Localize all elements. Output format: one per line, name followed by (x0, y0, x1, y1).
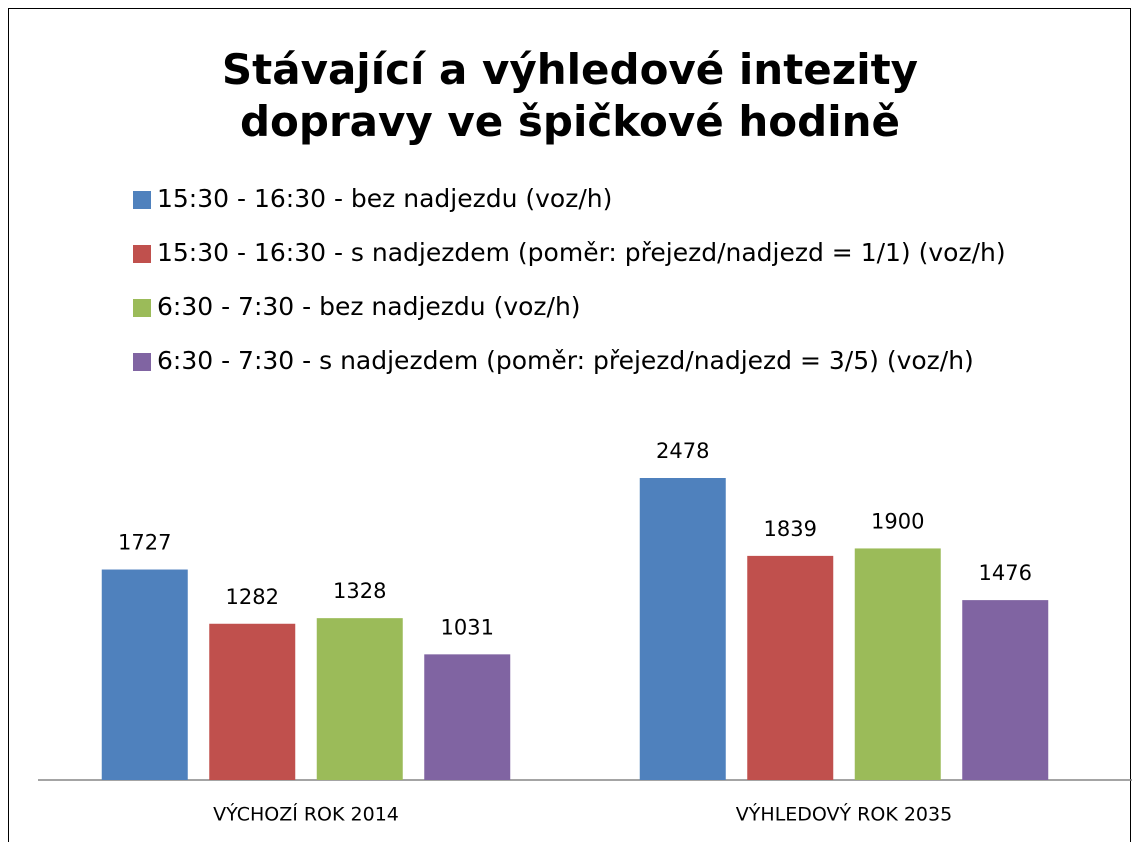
legend-swatch (133, 299, 151, 317)
bar (962, 600, 1049, 780)
legend-label: 15:30 - 16:30 - s nadjezdem (poměr: přej… (157, 238, 1006, 267)
chart-frame (8, 8, 1131, 842)
data-label: 1282 (226, 585, 279, 609)
bar (424, 654, 511, 780)
bar (747, 555, 834, 780)
bar (639, 478, 726, 780)
data-label: 1727 (118, 531, 171, 555)
legend-label: 15:30 - 16:30 - bez nadjezdu (voz/h) (157, 184, 612, 213)
chart-title: Stávající a výhledové intezity dopravy v… (221, 45, 919, 146)
legend-swatch (133, 245, 151, 263)
legend-swatch (133, 353, 151, 371)
data-label: 2478 (656, 439, 709, 463)
data-label: 1839 (764, 517, 817, 541)
legend-swatch (133, 191, 151, 209)
data-label: 1328 (333, 579, 386, 603)
bar (101, 569, 188, 780)
bar (209, 623, 296, 780)
data-label: 1476 (979, 561, 1032, 585)
data-label: 1900 (871, 509, 924, 533)
legend-label: 6:30 - 7:30 - s nadjezdem (poměr: přejez… (157, 346, 974, 375)
x-tick-label: VÝCHOZÍ ROK 2014 (213, 803, 399, 826)
x-tick-label: VÝHLEDOVÝ ROK 2035 (736, 803, 952, 826)
bar (316, 618, 403, 780)
bar (854, 548, 941, 780)
data-label: 1031 (441, 615, 494, 639)
legend-label: 6:30 - 7:30 - bez nadjezdu (voz/h) (157, 292, 581, 321)
